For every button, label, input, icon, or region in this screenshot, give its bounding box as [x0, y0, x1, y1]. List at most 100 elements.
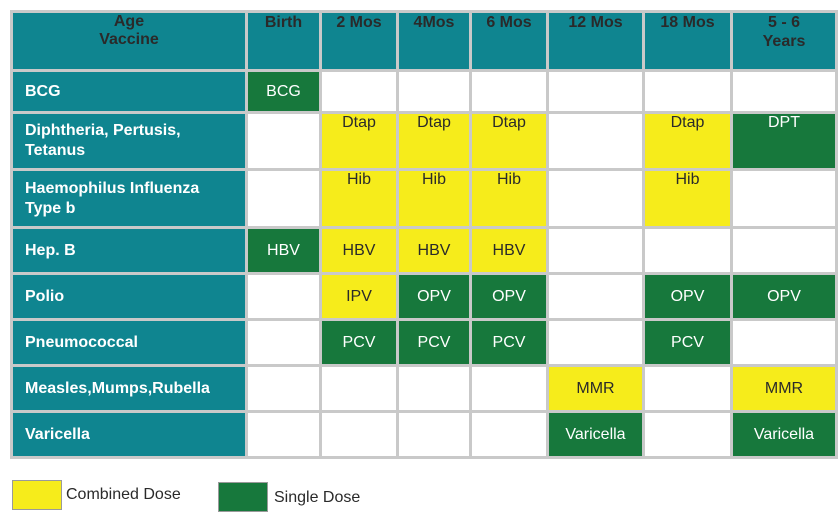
schedule-body: BCG BCG Diphtheria, Pertusis, Tetanus Dtap Dt…	[10, 69, 838, 459]
col-header-label: 6 Mos	[486, 14, 532, 31]
col-header-label: 18 Mos	[660, 14, 715, 31]
schedule-cell-empty	[546, 168, 645, 229]
schedule-cell-empty	[319, 364, 399, 413]
schedule-cell-empty	[396, 410, 472, 459]
vaccine-name-line2: Type b	[25, 199, 76, 217]
vaccine-name-cell: Measles,Mumps,Rubella	[10, 364, 248, 413]
dose-cell-combined: HBV	[469, 226, 549, 275]
vaccine-name: Diphtheria, Pertusis,	[25, 122, 181, 139]
schedule-cell-empty	[730, 226, 838, 275]
dose-cell-combined: IPV	[319, 272, 399, 321]
vaccine-name-cell: BCG	[10, 69, 248, 114]
combined-dose-swatch	[12, 480, 62, 510]
dose-cell-combined: MMR	[730, 364, 838, 413]
table-row: BCG BCG	[10, 69, 838, 114]
vaccination-schedule-table: Age Vaccine Birth 2 Mos 4Mos 6 Mos 12 Mo…	[10, 10, 838, 459]
col-header-label: 4Mos	[413, 14, 455, 31]
schedule-cell-empty	[245, 364, 322, 413]
table-row: Diphtheria, Pertusis, Tetanus Dtap Dtap Dtap…	[10, 111, 838, 171]
schedule-cell-empty	[546, 69, 645, 114]
vaccine-name-cell: Varicella	[10, 410, 248, 459]
schedule-cell-empty	[319, 410, 399, 459]
col-header-5-6-years: 5 - 6 Years	[730, 10, 838, 72]
dose-cell-combined: MMR	[546, 364, 645, 413]
vaccine-name: Measles,Mumps,Rubella	[25, 379, 210, 397]
schedule-cell-empty	[642, 69, 733, 114]
schedule-cell-empty	[319, 69, 399, 114]
col-header-label: 12 Mos	[568, 14, 623, 31]
vaccine-name-cell: Pneumococcal	[10, 318, 248, 367]
table-row: Varicella Varicella Varicella	[10, 410, 838, 459]
vaccine-name-line2: Tetanus	[25, 142, 86, 159]
schedule-cell-empty	[245, 168, 322, 229]
col-header-label: 2 Mos	[336, 14, 382, 31]
vaccine-name: Varicella	[25, 425, 90, 443]
col-header-4-mos: 4Mos	[396, 10, 472, 72]
dose-cell-single: OPV	[642, 272, 733, 321]
schedule-cell-empty	[730, 318, 838, 367]
dose-cell-combined: Hib	[642, 168, 733, 229]
col-header-label: 5 - 6	[767, 14, 800, 31]
schedule-cell-empty	[730, 69, 838, 114]
col-header-birth: Birth	[245, 10, 322, 72]
dose-cell-single: OPV	[730, 272, 838, 321]
table-row: Pneumococcal PCV PCV PCV PCV	[10, 318, 838, 367]
dose-cell-single: PCV	[319, 318, 399, 367]
dose-cell-combined: HBV	[319, 226, 399, 275]
dose-cell-single: DPT	[730, 111, 838, 171]
schedule-cell-empty	[730, 168, 838, 229]
dose-cell-combined: HBV	[396, 226, 472, 275]
header-row: Age Vaccine Birth 2 Mos 4Mos 6 Mos 12 Mo…	[10, 10, 838, 72]
dose-cell-single: HBV	[245, 226, 322, 275]
dose-cell-combined: Hib	[319, 168, 399, 229]
col-header-6-mos: 6 Mos	[469, 10, 549, 72]
vaccine-name: Pneumococcal	[25, 333, 138, 351]
schedule-cell-empty	[469, 410, 549, 459]
vaccine-name-cell: Haemophilus Influenza Type b	[10, 168, 248, 229]
schedule-cell-empty	[245, 318, 322, 367]
dose-cell-single: Varicella	[546, 410, 645, 459]
schedule-cell-empty	[245, 272, 322, 321]
table-row: Haemophilus Influenza Type b Hib Hib Hib Hib	[10, 168, 838, 229]
vaccine-name-cell: Hep. B	[10, 226, 248, 275]
schedule-cell-empty	[546, 111, 645, 171]
schedule-cell-empty	[546, 272, 645, 321]
schedule-cell-empty	[245, 111, 322, 171]
col-header-label-line2: Years	[762, 33, 806, 50]
table-row: Measles,Mumps,Rubella MMR MMR	[10, 364, 838, 413]
schedule-cell-empty	[546, 318, 645, 367]
dose-cell-combined: Dtap	[642, 111, 733, 171]
schedule-cell-empty	[642, 364, 733, 413]
dose-cell-combined: Hib	[396, 168, 472, 229]
vaccine-name: Polio	[25, 287, 65, 305]
vaccine-name-cell: Polio	[10, 272, 248, 321]
dose-cell-combined: Dtap	[319, 111, 399, 171]
vaccine-name: Haemophilus Influenza	[25, 179, 200, 197]
schedule-cell-empty	[642, 226, 733, 275]
dose-cell-single: OPV	[396, 272, 472, 321]
corner-vaccine-label: Vaccine	[99, 31, 159, 48]
corner-age-label: Age	[113, 13, 145, 30]
dose-cell-single: PCV	[642, 318, 733, 367]
dose-cell-combined: Hib	[469, 168, 549, 229]
combined-dose-label: Combined Dose	[66, 486, 181, 503]
col-header-12-mos: 12 Mos	[546, 10, 645, 72]
schedule-cell-empty	[642, 410, 733, 459]
schedule-cell-empty	[396, 364, 472, 413]
dose-cell-single: PCV	[469, 318, 549, 367]
dose-cell-single: Varicella	[730, 410, 838, 459]
schedule-cell-empty	[469, 69, 549, 114]
dose-cell-combined: Dtap	[396, 111, 472, 171]
vaccine-name: Hep. B	[25, 241, 76, 259]
schedule-cell-empty	[245, 410, 322, 459]
single-dose-label: Single Dose	[274, 489, 361, 506]
single-dose-swatch	[218, 482, 268, 512]
col-header-18-mos: 18 Mos	[642, 10, 733, 72]
corner-header: Age Vaccine	[10, 10, 248, 72]
dose-cell-combined: Dtap	[469, 111, 549, 171]
dose-cell-single: OPV	[469, 272, 549, 321]
vaccine-name-cell: Diphtheria, Pertusis, Tetanus	[10, 111, 248, 171]
dose-cell-single: BCG	[245, 69, 322, 114]
schedule-cell-empty	[546, 226, 645, 275]
vaccine-name: BCG	[25, 82, 61, 100]
